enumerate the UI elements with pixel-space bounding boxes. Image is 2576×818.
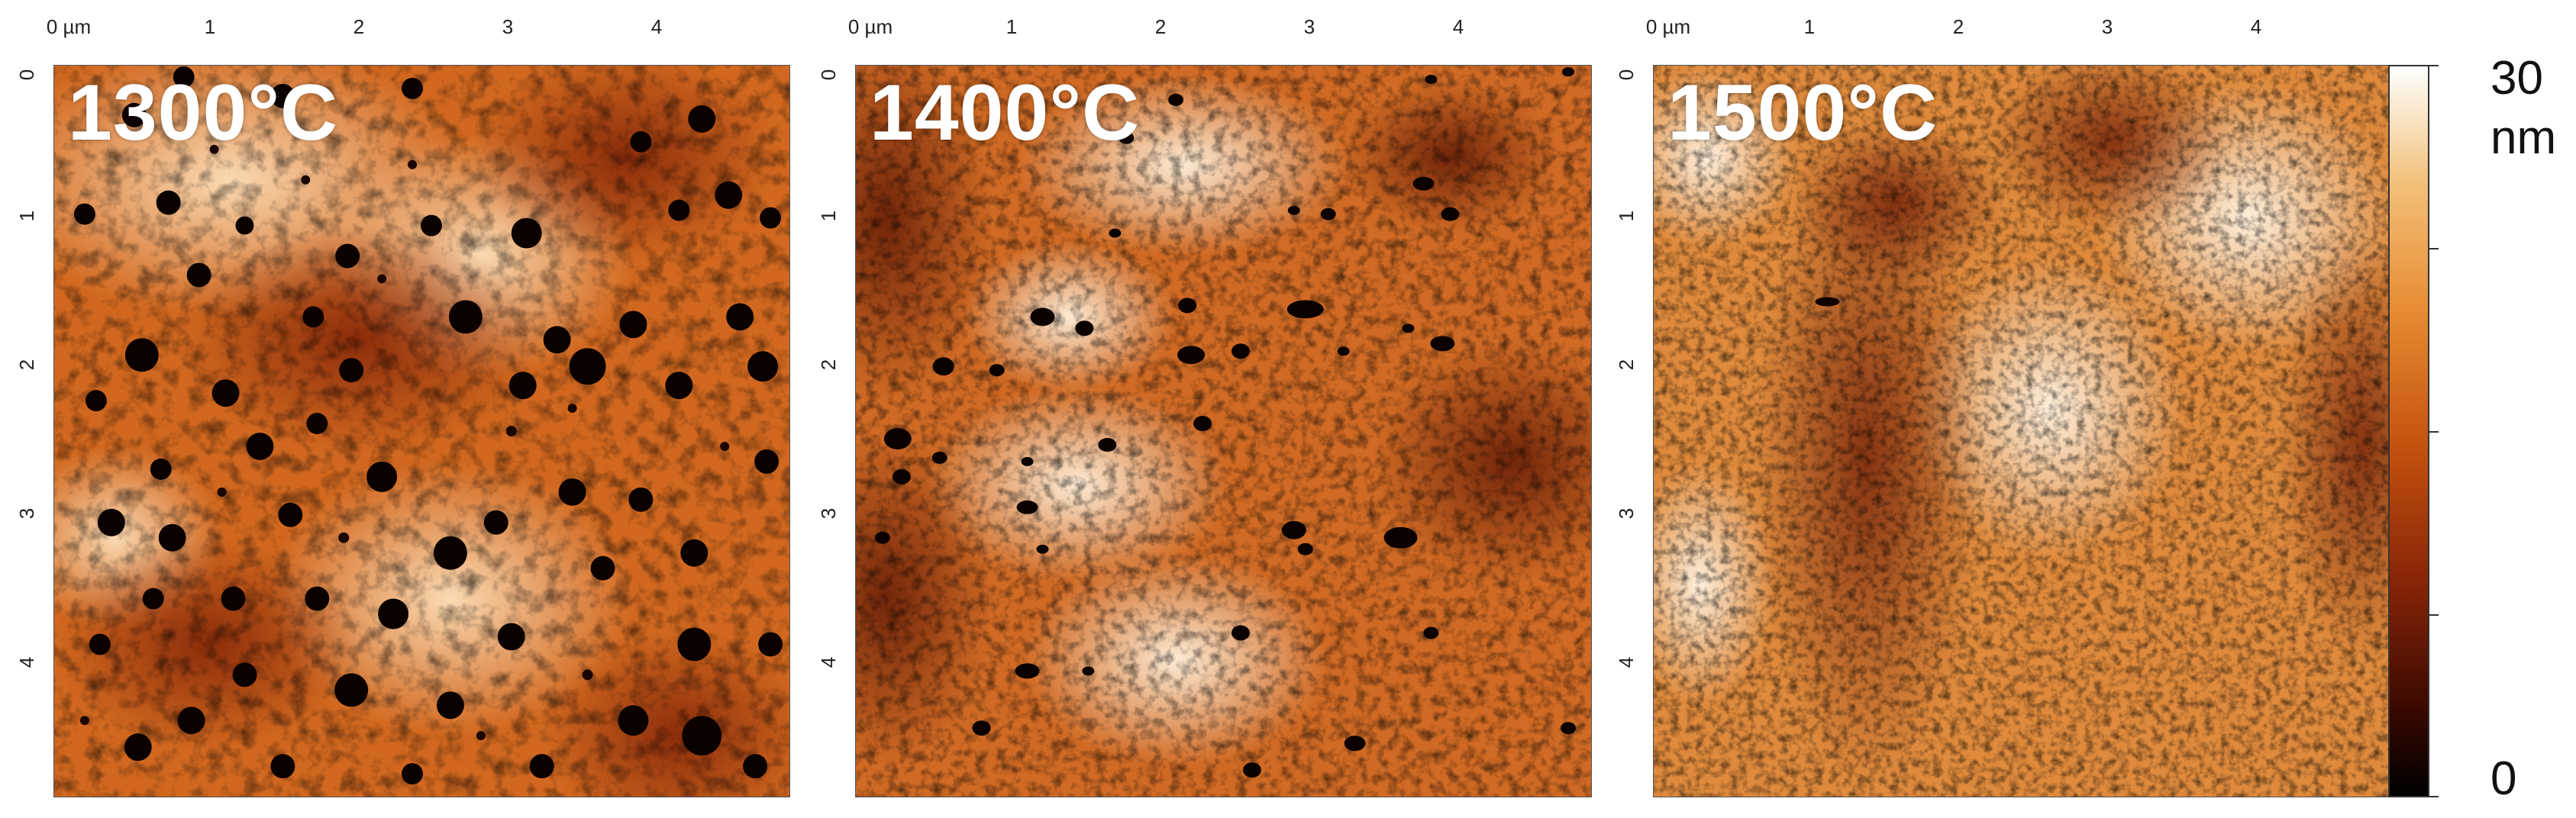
x-tick-label: 2 xyxy=(1952,15,1964,38)
afm-texture xyxy=(54,66,789,797)
x-tick-label: 3 xyxy=(2101,15,2113,38)
y-tick-label: 0 xyxy=(1615,69,1638,81)
x-tick-label: 2 xyxy=(1154,15,1167,38)
x-axis: 0 µm 1 2 3 4 xyxy=(848,15,1611,55)
y-tick-label: 2 xyxy=(1615,359,1638,371)
y-tick-label: 4 xyxy=(15,656,39,668)
height-color-scale xyxy=(2388,65,2429,797)
y-tick-label: 2 xyxy=(817,359,841,371)
colorbar-min-label: 0 xyxy=(2490,752,2517,805)
y-tick-label: 4 xyxy=(1615,656,1638,668)
y-tick-label: 3 xyxy=(15,507,39,520)
x-tick-label: 0 µm xyxy=(847,15,893,38)
afm-height-map: 1400°C xyxy=(855,65,1592,797)
colorbar-tick xyxy=(2428,65,2439,66)
pit-marks xyxy=(874,66,1577,778)
afm-panel-1500: 0 µm 1 2 3 4 0 1 2 3 4 xyxy=(1607,0,2409,818)
y-tick-label: 1 xyxy=(15,210,39,222)
afm-panel-1400: 0 µm 1 2 3 4 0 1 2 3 4 xyxy=(809,0,1611,818)
colorbar-max-label: 30 xyxy=(2490,52,2543,105)
y-tick-label: 4 xyxy=(817,656,841,668)
afm-height-map: 1300°C xyxy=(53,65,790,797)
colorbar-tick xyxy=(2428,248,2439,250)
colorbar-tick xyxy=(2428,431,2439,433)
x-tick-label: 1 xyxy=(204,15,216,38)
x-axis: 0 µm 1 2 3 4 xyxy=(1646,15,2409,55)
colorbar-tick xyxy=(2428,796,2439,797)
colorbar-tick xyxy=(2428,614,2439,616)
x-tick-label: 1 xyxy=(1006,15,1018,38)
y-tick-label: 0 xyxy=(15,69,39,81)
x-axis: 0 µm 1 2 3 4 xyxy=(47,15,809,55)
y-tick-label: 1 xyxy=(817,210,841,222)
y-tick-label: 2 xyxy=(15,359,39,371)
y-axis: 0 1 2 3 4 xyxy=(809,65,855,797)
x-tick-label: 4 xyxy=(1452,15,1464,38)
y-tick-label: 0 xyxy=(817,69,841,81)
x-tick-label: 2 xyxy=(353,15,365,38)
colorbar-unit-label: nm xyxy=(2490,111,2557,164)
temperature-label: 1400°C xyxy=(870,69,1141,157)
afm-texture xyxy=(856,66,1591,797)
x-tick-label: 3 xyxy=(502,15,514,38)
temperature-label: 1300°C xyxy=(68,69,339,157)
y-tick-label: 3 xyxy=(1615,507,1638,520)
x-tick-label: 4 xyxy=(2250,15,2262,38)
y-tick-label: 3 xyxy=(817,507,841,520)
pit-marks xyxy=(73,66,783,785)
x-tick-label: 3 xyxy=(1303,15,1315,38)
x-tick-label: 4 xyxy=(650,15,663,38)
afm-panel-1300: 0 µm 1 2 3 4 0 1 2 3 4 xyxy=(8,0,809,818)
y-tick-label: 1 xyxy=(1615,210,1638,222)
x-tick-label: 0 µm xyxy=(46,15,92,38)
y-axis: 0 1 2 3 4 xyxy=(8,65,53,797)
temperature-label: 1500°C xyxy=(1667,69,1938,157)
x-tick-label: 0 µm xyxy=(1645,15,1691,38)
afm-height-map: 1500°C xyxy=(1653,65,2390,797)
afm-texture xyxy=(1654,66,2389,797)
x-tick-label: 1 xyxy=(1803,15,1816,38)
y-axis: 0 1 2 3 4 xyxy=(1607,65,1653,797)
